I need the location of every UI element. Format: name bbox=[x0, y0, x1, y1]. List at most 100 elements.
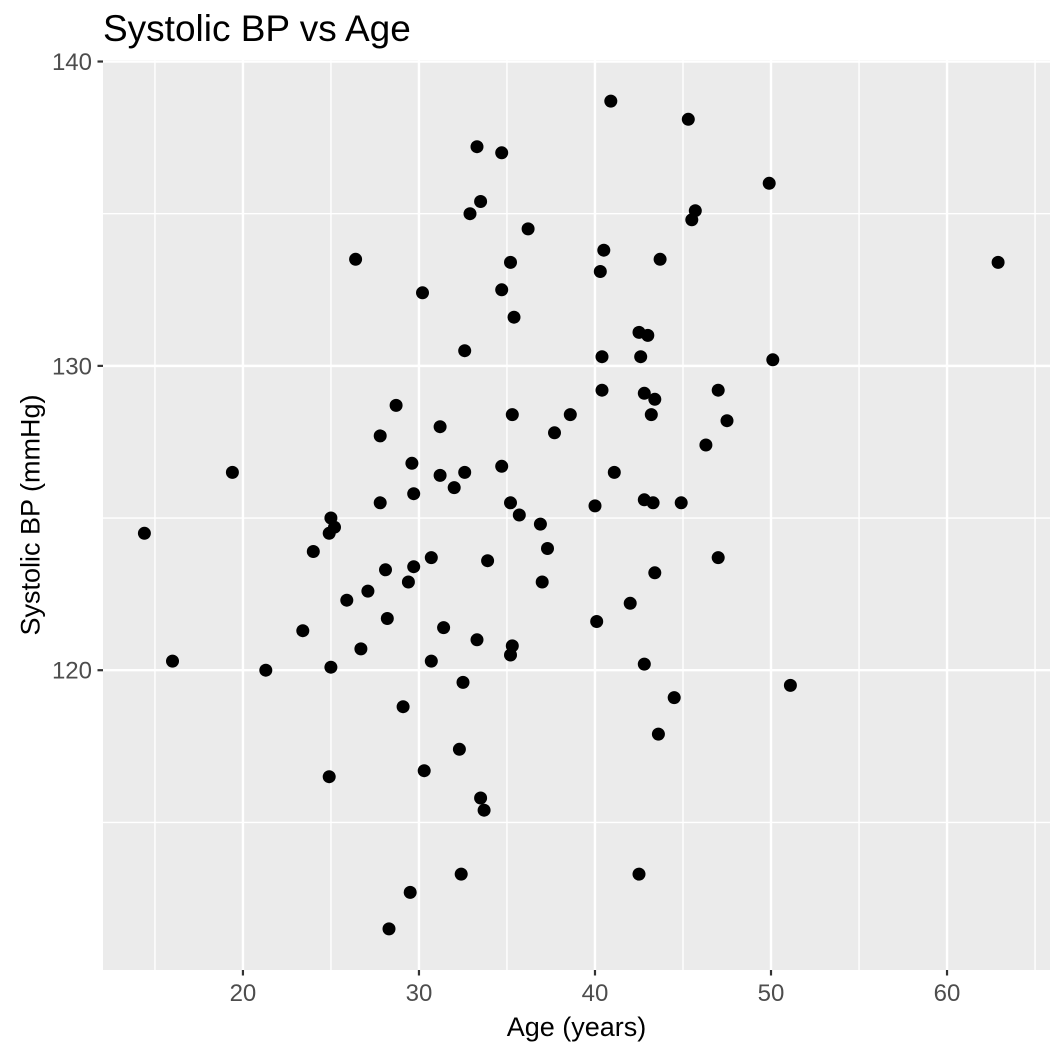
data-point bbox=[720, 414, 734, 428]
data-point bbox=[641, 328, 655, 342]
data-point bbox=[454, 867, 468, 881]
data-point bbox=[361, 584, 375, 598]
y-axis-title: Systolic BP (mmHg) bbox=[15, 394, 46, 636]
data-point bbox=[495, 283, 509, 297]
data-point bbox=[593, 265, 607, 278]
data-point bbox=[458, 465, 472, 479]
data-point bbox=[495, 459, 509, 473]
data-point bbox=[373, 496, 387, 510]
data-point bbox=[380, 612, 394, 625]
data-point bbox=[456, 675, 470, 689]
data-point bbox=[495, 146, 509, 160]
data-point bbox=[354, 642, 368, 656]
data-point bbox=[623, 596, 637, 610]
data-point bbox=[607, 465, 621, 479]
data-point bbox=[512, 508, 526, 522]
data-point bbox=[477, 803, 491, 817]
data-point bbox=[590, 615, 604, 628]
data-point bbox=[474, 195, 488, 208]
data-point bbox=[653, 252, 667, 266]
data-point bbox=[634, 350, 648, 364]
data-point bbox=[433, 420, 447, 434]
data-point bbox=[349, 252, 363, 266]
data-point bbox=[340, 593, 354, 607]
data-point bbox=[296, 624, 310, 638]
data-point bbox=[505, 408, 519, 422]
data-point bbox=[504, 255, 517, 269]
data-point bbox=[637, 386, 651, 400]
data-point bbox=[382, 922, 396, 936]
data-point bbox=[651, 727, 665, 741]
data-point bbox=[533, 517, 547, 531]
data-point bbox=[396, 700, 410, 714]
data-point bbox=[504, 496, 517, 510]
data-point bbox=[474, 791, 488, 805]
data-point bbox=[424, 551, 438, 565]
x-tick-label: 40 bbox=[582, 980, 609, 1007]
data-point bbox=[541, 542, 554, 555]
data-point bbox=[433, 468, 447, 482]
x-tick-label: 60 bbox=[934, 980, 961, 1007]
data-point bbox=[463, 207, 477, 221]
data-point bbox=[225, 465, 239, 479]
data-point bbox=[637, 657, 651, 671]
y-tick-label: 130 bbox=[52, 353, 92, 380]
data-point bbox=[447, 481, 461, 495]
data-point bbox=[991, 255, 1005, 269]
data-point bbox=[548, 426, 561, 440]
data-point bbox=[324, 660, 338, 674]
x-tick-label: 30 bbox=[406, 980, 433, 1007]
data-point bbox=[405, 456, 419, 470]
data-point bbox=[259, 663, 273, 677]
data-point bbox=[389, 398, 403, 412]
data-point bbox=[646, 496, 660, 510]
data-point bbox=[416, 286, 429, 300]
data-point bbox=[437, 621, 451, 635]
data-point bbox=[648, 392, 662, 406]
data-point bbox=[595, 350, 609, 364]
data-point bbox=[424, 654, 438, 668]
data-point bbox=[711, 551, 725, 565]
data-point bbox=[762, 176, 776, 190]
data-point bbox=[328, 520, 341, 534]
data-point bbox=[521, 222, 535, 236]
data-point bbox=[674, 496, 688, 510]
data-point bbox=[595, 383, 609, 397]
data-point bbox=[766, 353, 780, 367]
data-point bbox=[379, 563, 392, 577]
data-point bbox=[648, 566, 662, 580]
data-point bbox=[401, 575, 415, 589]
data-point bbox=[604, 94, 618, 108]
data-point bbox=[597, 243, 611, 257]
y-tick-label: 120 bbox=[52, 658, 92, 685]
data-point bbox=[688, 204, 702, 218]
data-point bbox=[711, 383, 725, 397]
data-point bbox=[699, 438, 713, 452]
data-point bbox=[535, 575, 549, 589]
data-point bbox=[417, 764, 431, 778]
data-point bbox=[407, 560, 421, 574]
data-point bbox=[322, 770, 336, 784]
plot-title: Systolic BP vs Age bbox=[103, 8, 411, 49]
y-tick-label: 140 bbox=[52, 49, 92, 76]
plot-panel bbox=[103, 60, 1050, 970]
x-tick-label: 20 bbox=[230, 980, 257, 1007]
x-axis-title: Age (years) bbox=[506, 1012, 647, 1042]
data-point bbox=[458, 344, 472, 358]
data-point bbox=[507, 310, 521, 324]
data-point bbox=[632, 867, 646, 881]
data-point bbox=[588, 499, 602, 513]
data-point bbox=[470, 140, 484, 154]
x-tick-label: 50 bbox=[758, 980, 785, 1007]
data-point bbox=[373, 429, 387, 443]
data-point bbox=[481, 554, 495, 568]
data-point bbox=[783, 678, 797, 692]
data-point bbox=[407, 487, 421, 501]
data-point bbox=[644, 408, 658, 422]
data-point bbox=[505, 639, 519, 653]
data-point bbox=[563, 408, 577, 422]
data-point bbox=[470, 633, 484, 647]
data-point bbox=[681, 112, 695, 126]
